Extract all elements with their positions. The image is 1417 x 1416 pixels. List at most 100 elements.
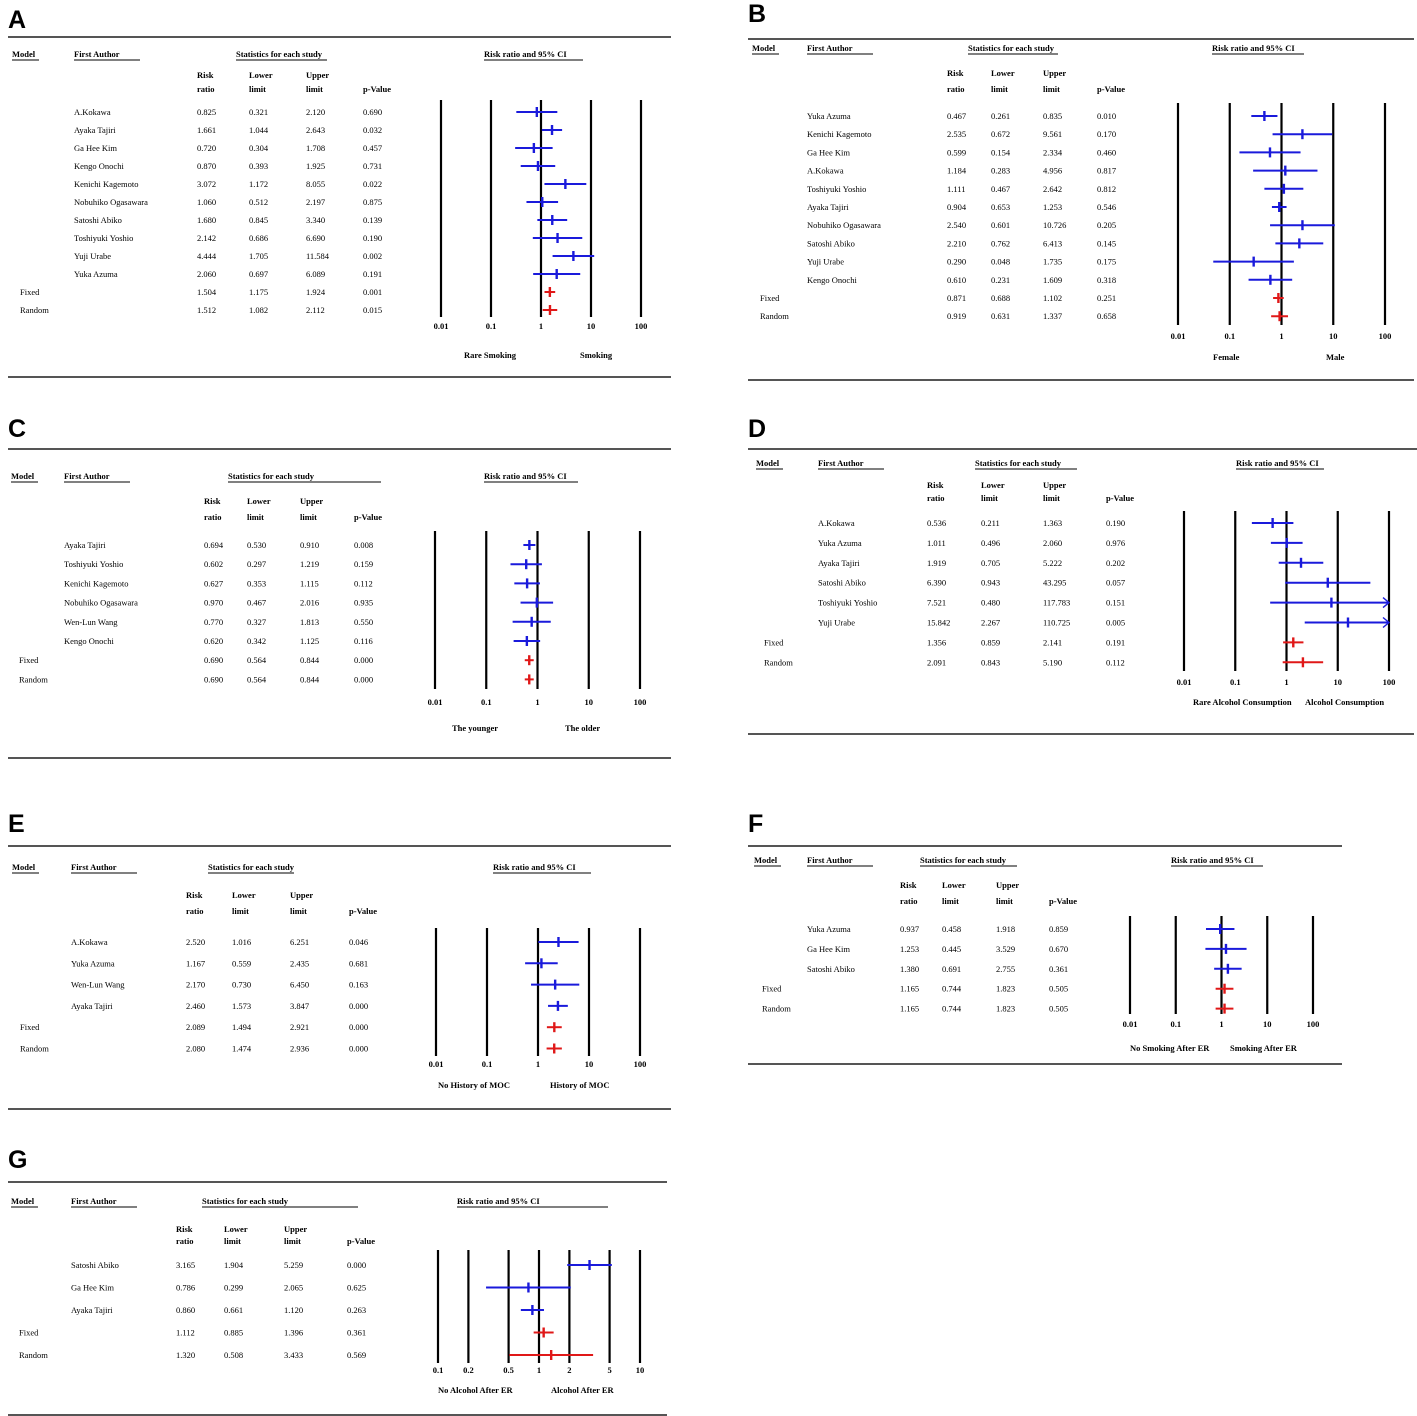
risk-ratio-value: 1.320: [176, 1350, 195, 1360]
panel-a: A Model First Author Statistics for each st…: [8, 6, 671, 378]
upper-limit-header: Upper: [1043, 480, 1066, 490]
model-header: Model: [756, 458, 780, 468]
lower-limit-value: 0.843: [981, 657, 1000, 667]
upper-limit-value: 2.197: [306, 197, 325, 207]
pooled-model-label: Fixed: [20, 1022, 40, 1032]
risk-ratio-value: 0.620: [204, 636, 223, 646]
upper-limit-header: limit: [1043, 84, 1060, 94]
risk-ratio-value: 2.142: [197, 233, 216, 243]
upper-limit-header: Upper: [300, 496, 323, 506]
study-author: Kengo Onochi: [74, 161, 124, 171]
lower-limit-value: 1.904: [224, 1260, 244, 1270]
risk-ratio-header: Risk: [900, 880, 917, 890]
pooled-model-label: Random: [19, 674, 48, 684]
risk-ratio-value: 0.937: [900, 924, 919, 934]
lower-limit-value: 0.845: [249, 215, 268, 225]
risk-ratio-header: Risk: [197, 70, 214, 80]
study-author: Satoshi Abiko: [74, 215, 122, 225]
study-author: Nobuhiko Ogasawara: [807, 220, 881, 230]
risk-ratio-header: Risk: [927, 480, 944, 490]
upper-limit-header: limit: [996, 896, 1013, 906]
study-author: Ayaka Tajiri: [71, 1305, 113, 1315]
pooled-model-label: Fixed: [764, 637, 784, 647]
tick-label-0.2: 0.2: [463, 1365, 474, 1375]
upper-limit-value: 117.783: [1043, 598, 1070, 608]
panel-b: B Model First Author Statistics for each st…: [748, 0, 1414, 381]
risk-ratio-value: 0.599: [947, 147, 966, 157]
plot-header: Risk ratio and 95% CI: [457, 1196, 540, 1206]
upper-limit-value: 1.396: [284, 1328, 303, 1338]
upper-limit-header: limit: [284, 1236, 301, 1246]
study-author: Ga Hee Kim: [71, 1283, 114, 1293]
lower-limit-value: 0.353: [247, 578, 266, 588]
upper-limit-value: 1.609: [1043, 275, 1062, 285]
risk-ratio-value: 0.919: [947, 311, 966, 321]
lower-limit-header: Lower: [224, 1224, 248, 1234]
lower-limit-header: Lower: [942, 880, 966, 890]
risk-ratio-value: 0.694: [204, 540, 224, 550]
risk-ratio-value: 15.842: [927, 618, 950, 628]
x-label-left: Rare Smoking: [464, 350, 517, 360]
panel-letter-c: C: [8, 415, 26, 443]
upper-limit-value: 4.956: [1043, 166, 1062, 176]
x-label-right: Alcohol After ER: [551, 1385, 615, 1395]
study-author: Kenichi Kagemoto: [74, 179, 138, 189]
study-author: Ayaka Tajiri: [71, 1001, 113, 1011]
tick-label-10: 10: [1329, 331, 1338, 341]
upper-limit-value: 1.102: [1043, 293, 1062, 303]
x-label-left: Female: [1213, 352, 1240, 362]
upper-limit-value: 2.016: [300, 598, 319, 608]
x-label-left: No Alcohol After ER: [438, 1385, 514, 1395]
p-value-value: 0.015: [363, 305, 382, 315]
statistics-header: Statistics for each study: [920, 855, 1007, 865]
tick-label-100: 100: [634, 1059, 647, 1069]
tick-label-1: 1: [536, 1059, 540, 1069]
plot-header: Risk ratio and 95% CI: [484, 471, 567, 481]
risk-ratio-value: 6.390: [927, 578, 946, 588]
plot-header: Risk ratio and 95% CI: [493, 862, 576, 872]
risk-ratio-value: 0.602: [204, 559, 223, 569]
tick-label-100: 100: [635, 321, 648, 331]
panel-letter-g: G: [8, 1146, 27, 1174]
risk-ratio-value: 1.165: [900, 1004, 919, 1014]
pooled-model-label: Fixed: [19, 1328, 39, 1338]
upper-limit-value: 2.112: [306, 305, 325, 315]
p-value-header: p-Value: [363, 84, 391, 94]
study-author: Satoshi Abiko: [71, 1260, 119, 1270]
study-author: Toshiyuki Yoshio: [74, 233, 133, 243]
lower-limit-value: 1.016: [232, 937, 251, 947]
lower-limit-value: 0.943: [981, 578, 1000, 588]
lower-limit-header: limit: [942, 896, 959, 906]
lower-limit-value: 0.631: [991, 311, 1010, 321]
tick-label-0.5: 0.5: [503, 1365, 514, 1375]
study-author: Ayaka Tajiri: [818, 558, 860, 568]
upper-limit-value: 2.936: [290, 1044, 309, 1054]
p-value-value: 0.812: [1097, 184, 1116, 194]
tick-label-0.01: 0.01: [434, 321, 449, 331]
x-label-left: Rare Alcohol Consumption: [1193, 697, 1292, 707]
risk-ratio-value: 1.512: [197, 305, 216, 315]
risk-ratio-value: 3.072: [197, 179, 216, 189]
study-author: Kengo Onochi: [807, 275, 857, 285]
first-author-header: First Author: [74, 49, 120, 59]
tick-label-0.01: 0.01: [1123, 1019, 1138, 1029]
upper-limit-header: limit: [306, 84, 323, 94]
lower-limit-value: 0.730: [232, 980, 251, 990]
p-value-value: 0.318: [1097, 275, 1116, 285]
lower-limit-value: 0.661: [224, 1305, 243, 1315]
p-value-value: 0.817: [1097, 166, 1116, 176]
upper-limit-value: 1.813: [300, 617, 319, 627]
risk-ratio-value: 1.380: [900, 964, 919, 974]
upper-limit-value: 9.561: [1043, 129, 1062, 139]
p-value-header: p-Value: [349, 906, 377, 916]
first-author-header: First Author: [64, 471, 110, 481]
lower-limit-value: 0.744: [942, 1004, 962, 1014]
upper-limit-value: 1.735: [1043, 257, 1062, 267]
p-value-header: p-Value: [1097, 84, 1125, 94]
p-value-value: 0.002: [363, 251, 382, 261]
risk-ratio-header: ratio: [204, 512, 221, 522]
upper-limit-value: 2.435: [290, 958, 309, 968]
risk-ratio-value: 1.919: [927, 558, 946, 568]
p-value-value: 0.000: [349, 1022, 368, 1032]
